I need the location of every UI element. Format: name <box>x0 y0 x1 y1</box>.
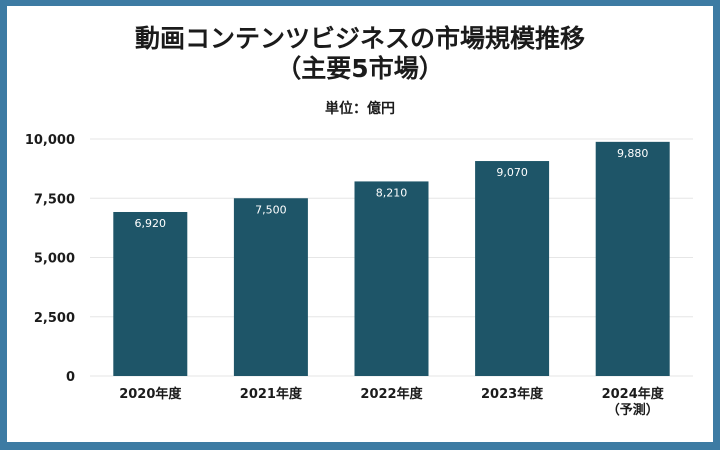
chart-frame: 動画コンテンツビジネスの市場規模推移 （主要5市場） 単位：億円 0 2,500 5… <box>7 6 713 442</box>
bar <box>595 141 670 376</box>
y-tick-label: 10,000 <box>25 133 75 148</box>
bar <box>354 181 429 376</box>
data-label: 8,210 <box>376 186 408 199</box>
y-tick-label: 5,000 <box>34 252 75 267</box>
x-category-label: 2022年度 <box>360 386 423 402</box>
y-tick-label: 7,500 <box>34 192 75 207</box>
x-category-label: 2024年度 <box>602 386 665 402</box>
bar <box>475 161 550 376</box>
data-label: 6,920 <box>135 217 167 230</box>
data-label: 9,880 <box>617 147 649 160</box>
chart-title-line-1: 動画コンテンツビジネスの市場規模推移 <box>134 24 585 53</box>
bar <box>113 211 188 376</box>
chart-title-line-2: （主要5市場） <box>276 54 444 83</box>
x-category-label: 2020年度 <box>119 386 182 402</box>
unit-label: 単位：億円 <box>325 101 395 117</box>
x-category-label: 2021年度 <box>240 386 303 402</box>
bar <box>233 198 308 376</box>
bar-chart: 0 2,500 5,000 7,500 10,000 6,920 2020年度 7,500 20… <box>25 133 693 418</box>
data-label: 9,070 <box>496 166 528 179</box>
data-label: 7,500 <box>255 203 287 216</box>
x-category-label: （予測） <box>607 402 659 418</box>
y-tick-label: 0 <box>66 370 75 385</box>
chart-title: 動画コンテンツビジネスの市場規模推移 （主要5市場） <box>7 24 713 84</box>
y-tick-label: 2,500 <box>34 311 75 326</box>
x-category-label: 2023年度 <box>481 386 544 402</box>
